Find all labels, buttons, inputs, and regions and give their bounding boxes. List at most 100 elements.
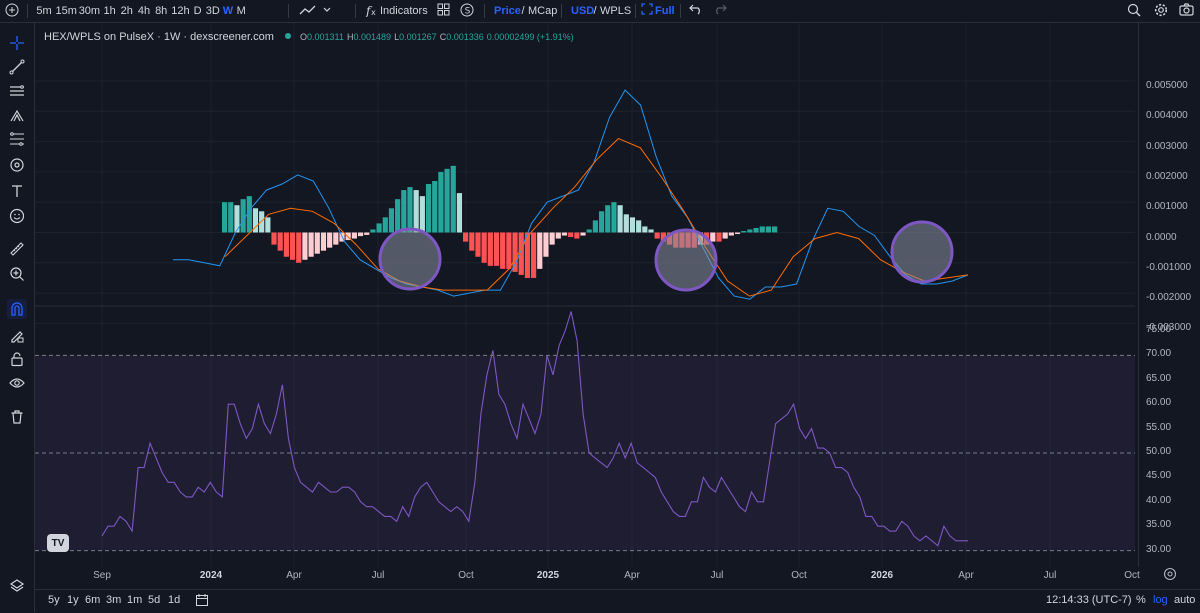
range-5d[interactable]: 5d <box>148 594 161 606</box>
toolbar-divider <box>635 4 636 18</box>
range-1d[interactable]: 1d <box>168 594 181 606</box>
histogram-bar <box>252 208 259 233</box>
interval-1h[interactable]: 1h <box>103 5 116 17</box>
histogram-bar <box>747 229 753 233</box>
layout-grid-icon[interactable] <box>435 3 451 19</box>
auto-toggle[interactable]: auto <box>1174 594 1196 606</box>
redo-icon[interactable] <box>712 3 728 19</box>
ruler-measure-icon[interactable] <box>7 239 27 259</box>
histogram-bar <box>407 187 413 233</box>
chart-type-icon[interactable] <box>296 3 336 19</box>
object-tree-layers-icon[interactable] <box>7 576 27 596</box>
histogram-bar <box>506 232 512 269</box>
pitchfork-icon[interactable] <box>7 105 27 125</box>
price-toggle[interactable]: Price <box>494 5 521 17</box>
histogram-bar <box>753 227 759 233</box>
price-mcap-slash: / <box>521 5 525 17</box>
histogram-bar <box>500 232 506 269</box>
range-6m[interactable]: 6m <box>85 594 101 606</box>
interval-4h[interactable]: 4h <box>137 5 151 17</box>
log-toggle[interactable]: log <box>1153 594 1168 606</box>
magnet-icon[interactable] <box>7 299 27 319</box>
interval-8h[interactable]: 8h <box>155 5 168 17</box>
interval-15m[interactable]: 15m <box>55 5 77 17</box>
histogram-bar <box>320 232 327 251</box>
indicators-button[interactable]: Indicators <box>380 5 428 17</box>
price-axis[interactable] <box>1138 23 1200 567</box>
interval-30m[interactable]: 30m <box>78 5 101 17</box>
histogram-bar <box>463 232 469 242</box>
add-symbol-icon[interactable] <box>4 3 20 19</box>
crosshair-icon[interactable] <box>7 33 27 53</box>
macd-line <box>173 89 969 300</box>
range-1y[interactable]: 1y <box>67 594 79 606</box>
time-axis-tick: 2025 <box>536 570 560 581</box>
fib-retracement-icon[interactable] <box>7 129 27 149</box>
undo-icon[interactable] <box>688 3 704 19</box>
trash-icon[interactable] <box>7 407 27 427</box>
highlight-circle-annotation[interactable] <box>890 220 954 284</box>
lock-pencil-icon[interactable] <box>7 325 27 345</box>
histogram-bar <box>605 205 611 233</box>
settings-gear-icon[interactable] <box>1153 3 1169 19</box>
histogram-bar <box>265 217 271 233</box>
emoji-icon[interactable] <box>7 206 27 226</box>
snapshot-camera-icon[interactable] <box>1178 3 1194 19</box>
text-tool-icon[interactable] <box>7 181 27 201</box>
time-axis-tick: Jul <box>710 570 724 581</box>
symbol-title[interactable]: HEX/WPLS on PulseX · 1W · dexscreener.co… <box>44 31 274 43</box>
time-axis-tick: Sep <box>93 570 111 581</box>
range-1m[interactable]: 1m <box>127 594 143 606</box>
histogram-bar <box>561 232 568 236</box>
rsi-axis-tick: 30.00 <box>1146 543 1172 555</box>
range-5y[interactable]: 5y <box>48 594 60 606</box>
interval-12h[interactable]: 12h <box>171 5 190 17</box>
trend-line-icon[interactable] <box>7 57 27 77</box>
mcap-toggle[interactable]: MCap <box>528 5 558 17</box>
histogram-bar <box>351 232 357 239</box>
highlight-circle-annotation[interactable] <box>654 228 718 292</box>
highlight-circle-annotation[interactable] <box>378 227 442 291</box>
brush-icon[interactable] <box>7 155 27 175</box>
usd-toggle[interactable]: USD <box>571 5 595 17</box>
goto-date-settings-icon[interactable] <box>1163 567 1179 583</box>
fullscreen-icon[interactable] <box>640 3 654 19</box>
full-button[interactable]: Full <box>655 5 675 17</box>
interval-w[interactable]: W <box>222 5 234 17</box>
histogram-bar <box>617 205 623 233</box>
tradingview-logo[interactable]: TV <box>47 534 69 552</box>
range-3m[interactable]: 3m <box>106 594 122 606</box>
date-range-icon[interactable] <box>195 593 209 610</box>
histogram-bar <box>512 232 518 272</box>
histogram-bar <box>438 171 444 233</box>
interval-2h[interactable]: 2h <box>120 5 133 17</box>
interval-d[interactable]: D <box>193 5 202 17</box>
time-axis-tick: 2024 <box>199 570 223 581</box>
horizontal-lines-icon[interactable] <box>7 81 27 101</box>
wpls-toggle[interactable]: WPLS <box>600 5 632 17</box>
chart-pane[interactable] <box>35 23 1135 567</box>
eye-visibility-icon[interactable] <box>7 373 27 393</box>
svg-text:f: f <box>365 4 373 17</box>
quick-search-icon[interactable] <box>1126 3 1142 19</box>
lock-icon[interactable] <box>7 349 27 369</box>
histogram-bar <box>722 232 728 239</box>
chart-legend: HEX/WPLS on PulseX · 1W · dexscreener.co… <box>44 29 574 45</box>
price-axis-tick: 0.001000 <box>1146 201 1188 213</box>
histogram-bar <box>228 202 234 233</box>
change-value: 0.00002499 (+1.91%) <box>486 32 574 42</box>
interval-5m[interactable]: 5m <box>36 5 52 17</box>
clock-display[interactable]: 12:14:33 (UTC-7) <box>1046 594 1132 606</box>
histogram-bar <box>481 232 487 263</box>
alert-icon[interactable]: S <box>459 3 475 19</box>
percent-toggle[interactable]: % <box>1136 594 1146 606</box>
histogram-bar <box>524 232 530 278</box>
interval-m[interactable]: M <box>236 5 246 17</box>
toolbar-divider <box>27 4 28 18</box>
interval-3d[interactable]: 3D <box>205 5 220 17</box>
signal-line <box>224 138 969 297</box>
chart-canvas[interactable] <box>35 23 1135 567</box>
zoom-in-icon[interactable] <box>7 264 27 284</box>
histogram-bar <box>432 180 438 233</box>
